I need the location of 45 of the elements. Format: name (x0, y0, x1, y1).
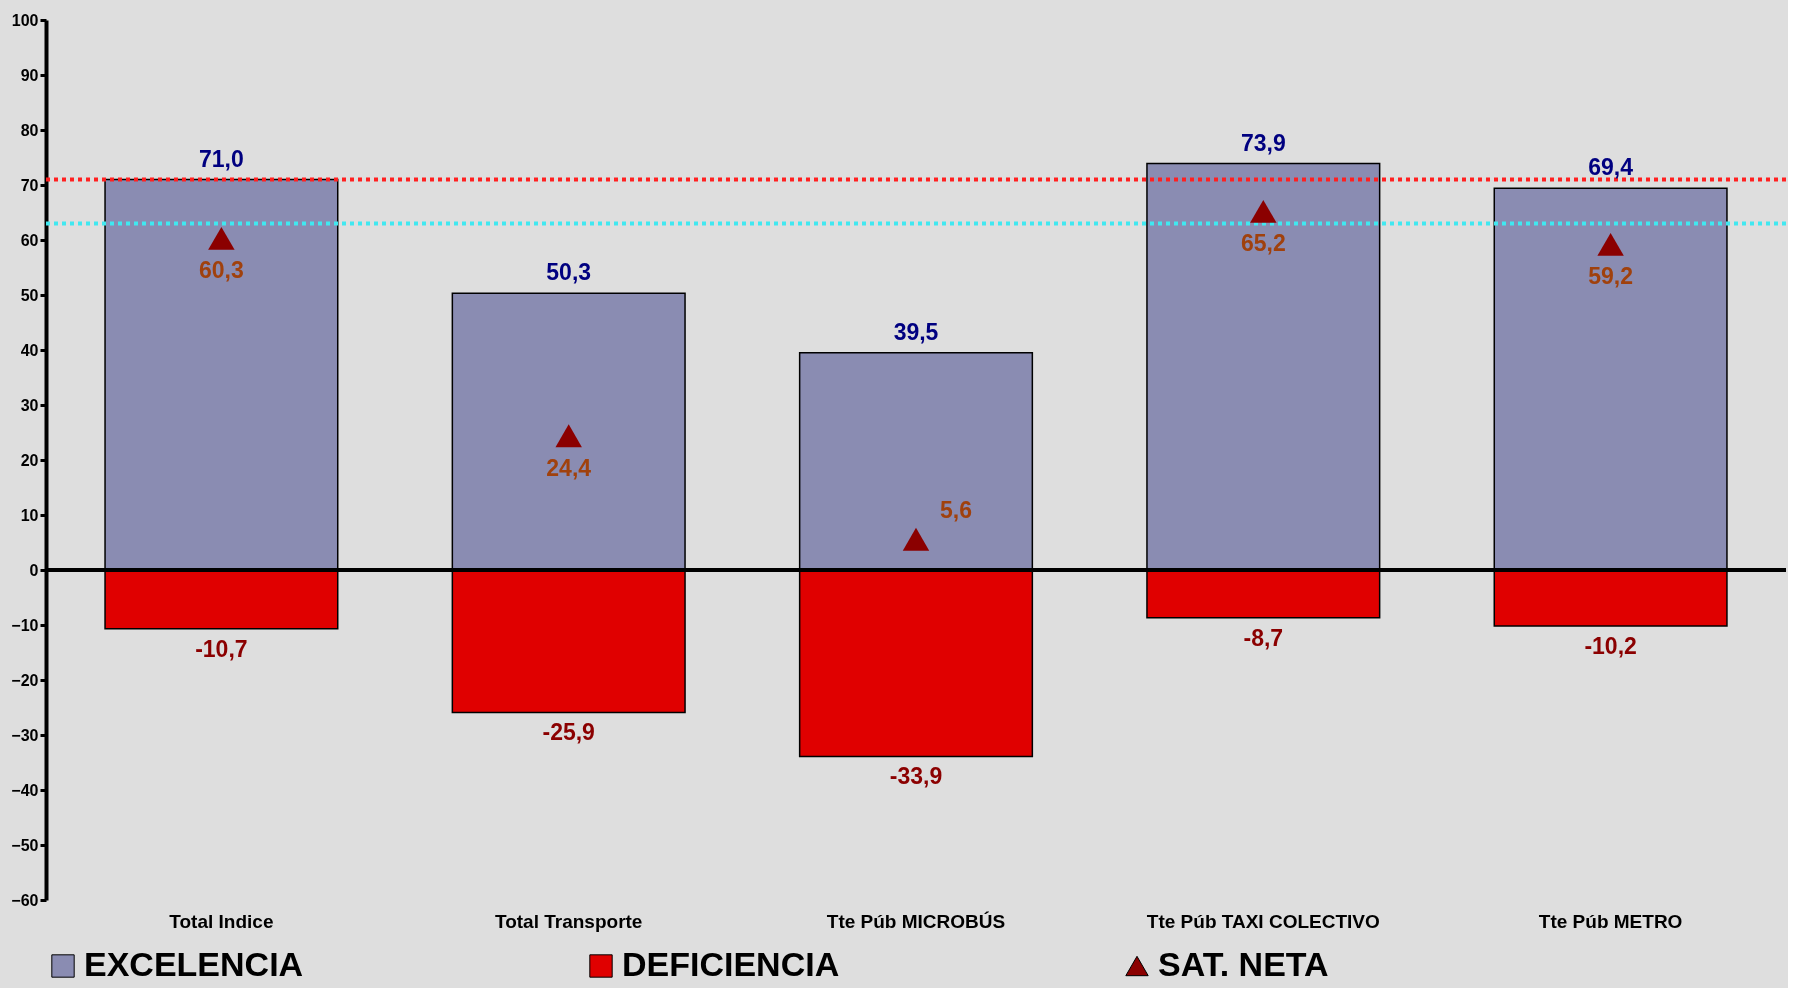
y-tick-label: 50 (20, 286, 39, 304)
data-label: -10,7 (195, 635, 248, 662)
x-tick-label: Total Indice (169, 910, 274, 932)
data-label: 69,4 (1588, 154, 1634, 181)
y-tick-label: 80 (20, 121, 39, 139)
y-tick-label: 10 (20, 506, 39, 524)
data-label: 24,4 (546, 454, 592, 481)
y-tick-label: 90 (20, 66, 39, 84)
y-tick-label: −10 (11, 616, 39, 634)
point (1250, 199, 1277, 223)
legend-label: SAT. NETA (1158, 945, 1329, 983)
y-tick-label: 70 (20, 176, 39, 194)
y-tick-label: 40 (20, 341, 39, 359)
data-label: 50,3 (546, 259, 592, 286)
legend-label: DEFICIENCIA (622, 945, 840, 983)
point (1597, 232, 1624, 256)
y-tick-label: 100 (11, 11, 39, 29)
data-label: -10,2 (1584, 633, 1637, 660)
data-label: -8,7 (1243, 624, 1284, 651)
data-label: -25,9 (542, 719, 595, 746)
data-label: 59,2 (1588, 263, 1633, 290)
y-tick-label: −20 (11, 671, 39, 689)
x-tick-label: Total Transporte (494, 910, 643, 932)
y-tick-label: −50 (11, 836, 39, 854)
data-label: 5,6 (940, 497, 972, 524)
data-label: 73,9 (1240, 129, 1286, 156)
data-label: -33,9 (889, 763, 943, 790)
data-label: 65,2 (1240, 230, 1286, 257)
data-label: 71,0 (199, 145, 244, 172)
point (555, 424, 582, 448)
point (902, 527, 930, 551)
y-tick-label: 0 (29, 561, 39, 579)
data-label: 39,5 (893, 318, 939, 345)
y-tick-label: −30 (11, 726, 39, 744)
point (208, 226, 235, 250)
y-tick-label: 30 (20, 396, 39, 414)
x-tick-label: Tte Púb MICROBÚS (826, 910, 1006, 932)
x-tick-label: Tte Púb TAXI COLECTIVO (1146, 910, 1380, 932)
y-tick-label: 60 (20, 231, 39, 249)
y-tick-label: 20 (20, 451, 39, 469)
x-tick-label: Tte Púb METRO (1538, 910, 1683, 932)
data-label: 60,3 (199, 257, 244, 284)
y-tick-label: −60 (11, 891, 39, 909)
y-tick-label: −40 (11, 781, 39, 799)
legend-label: EXCELENCIA (84, 945, 304, 983)
